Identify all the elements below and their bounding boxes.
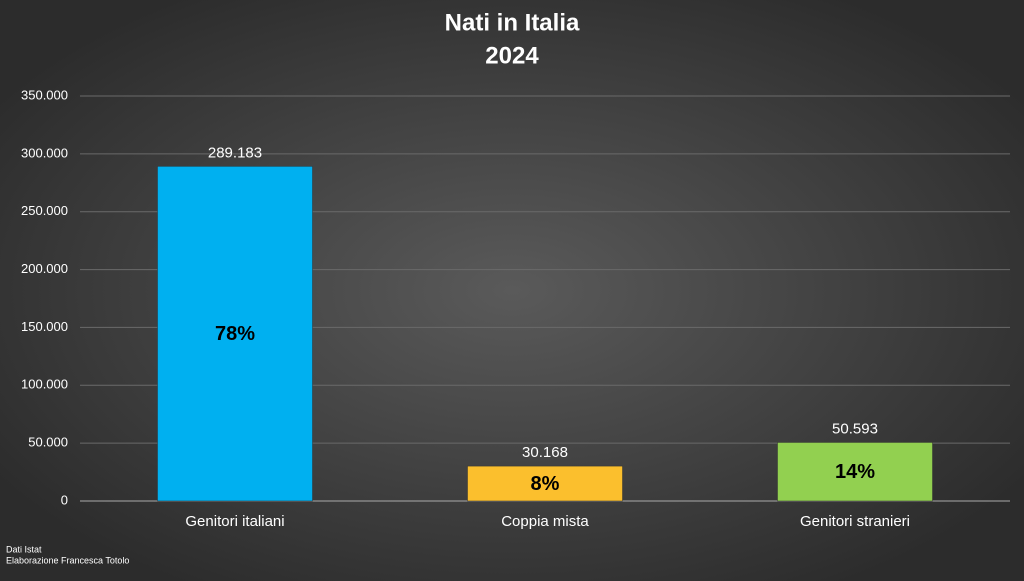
percent-label: 78% — [215, 323, 255, 345]
value-label: 50.593 — [832, 420, 878, 437]
y-tick-label: 250.000 — [21, 203, 68, 218]
y-tick-label: 100.000 — [21, 377, 68, 392]
value-label: 30.168 — [522, 444, 568, 461]
source-note: Dati Istat — [6, 544, 42, 554]
percent-label: 14% — [835, 461, 875, 483]
bar — [467, 465, 623, 502]
x-tick-label: Genitori italiani — [185, 513, 284, 530]
percent-label: 8% — [531, 473, 560, 495]
x-tick-label: Coppia mista — [501, 513, 589, 530]
value-label: 289.183 — [208, 144, 262, 161]
bar — [777, 442, 933, 502]
y-tick-label: 50.000 — [28, 435, 68, 450]
x-tick-label: Genitori stranieri — [800, 513, 910, 530]
y-tick-label: 150.000 — [21, 319, 68, 334]
y-tick-label: 300.000 — [21, 145, 68, 160]
bar — [157, 166, 313, 502]
y-tick-label: 0 — [61, 492, 68, 507]
chart-title: Nati in Italia — [445, 9, 580, 36]
y-tick-label: 350.000 — [21, 87, 68, 102]
y-tick-label: 200.000 — [21, 261, 68, 276]
source-note: Elaborazione Francesca Totolo — [6, 555, 129, 565]
chart-subtitle: 2024 — [485, 42, 539, 69]
